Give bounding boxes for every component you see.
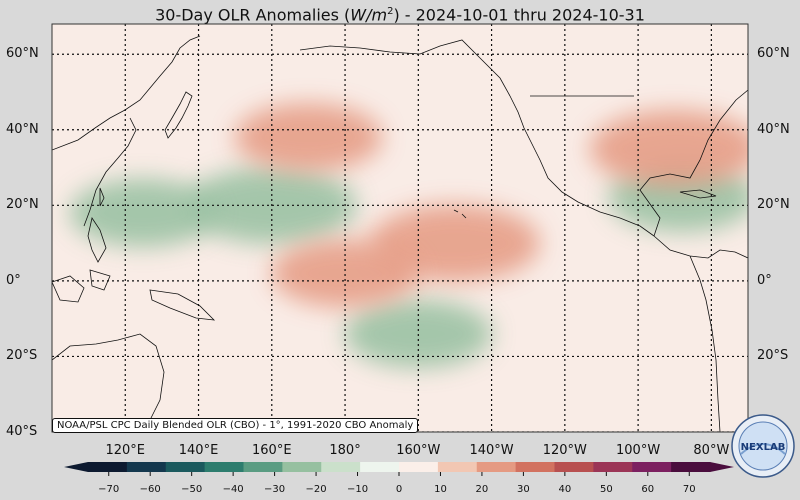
lon-label: 140°W	[469, 443, 514, 458]
lon-label: 120°W	[542, 443, 587, 458]
svg-text:NEXLAB: NEXLAB	[741, 442, 786, 453]
coastline-segment	[453, 209, 467, 219]
coastline-segment	[87, 187, 107, 263]
colorbar-tick-label: 0	[395, 484, 403, 495]
lon-label: 140°E	[178, 443, 219, 458]
title-suffix: ) - 2024-10-01 thru 2024-10-31	[393, 5, 645, 25]
lon-label: 100°W	[616, 443, 661, 458]
lat-label-right: 20°S	[757, 348, 789, 364]
colorbar-segment	[126, 462, 167, 472]
colorbar-tick-label: −10	[346, 484, 369, 495]
page-title: 30-Day OLR Anomalies (W/m2) - 2024-10-01…	[0, 0, 800, 24]
coastline-segment	[639, 89, 748, 237]
colorbar-segment	[632, 462, 672, 472]
coastline-segment	[52, 269, 111, 303]
colorbar-tick-label: 50	[599, 484, 613, 495]
lon-label: 120°E	[105, 443, 146, 458]
lon-label: 160°W	[396, 443, 441, 458]
anomaly-western-pacific	[69, 178, 218, 247]
colorbar-tick-label: 70	[682, 484, 696, 495]
colorbar-segment	[88, 462, 128, 472]
colorbar-tick-label: 20	[475, 484, 489, 495]
colorbar-segment	[321, 462, 361, 472]
lat-label-right: 40°N	[757, 121, 790, 137]
lon-label: 80°W	[693, 443, 730, 458]
title-prefix: 30-Day OLR Anomalies (	[155, 5, 351, 25]
colorbar-segment	[437, 462, 478, 472]
lat-label-left: 0°	[6, 272, 21, 288]
coastline-segment	[509, 95, 655, 237]
lat-label-left: 20°N	[6, 197, 39, 213]
lat-label-right: 20°N	[757, 197, 790, 213]
colorbar-segment	[671, 462, 711, 472]
colorbar-tick-label: −60	[139, 484, 161, 495]
colorbar	[64, 462, 734, 476]
title-unit-exponent: 2	[387, 6, 394, 17]
coastline-segment	[164, 91, 193, 139]
nexlab-logo: NEXLAB	[731, 414, 795, 478]
colorbar-tick-label: 60	[641, 484, 655, 495]
colorbar-tick-label: 10	[434, 484, 447, 495]
coastline-segment	[299, 39, 511, 97]
anomaly-north-pacific	[234, 103, 383, 172]
coastline-segment	[83, 117, 137, 227]
colorbar-tick-label: −20	[305, 484, 327, 495]
lat-label-left: 20°S	[6, 348, 38, 364]
colorbar-segment	[476, 462, 517, 472]
lat-label-right: 0°	[757, 272, 772, 288]
colorbar-segment	[360, 462, 400, 472]
title-unit: W/m	[350, 5, 388, 25]
coastline-segment	[149, 289, 216, 321]
colorbar-tick-label: 30	[517, 484, 530, 495]
colorbar-segment	[593, 462, 633, 472]
lat-label-right: 60°N	[757, 46, 790, 62]
colorbar-extend-high	[710, 462, 734, 472]
anomaly-equatorial-pacific	[271, 239, 420, 308]
coastline-segment	[653, 235, 748, 432]
lon-label: 180°	[329, 443, 361, 458]
lat-label-left: 60°N	[6, 46, 39, 62]
graticule	[52, 24, 748, 432]
colorbar-segment	[554, 462, 594, 472]
source-note: NOAA/PSL CPC Daily Blended OLR (CBO) - 1…	[52, 418, 419, 433]
colorbar-tick-label: −40	[222, 484, 244, 495]
lat-label-left: 40°N	[6, 121, 39, 137]
colorbar-segment	[399, 462, 439, 472]
colorbar-tick-label: −70	[98, 484, 120, 495]
colorbar-segment	[165, 462, 206, 472]
anomaly-southeastern-us	[589, 110, 748, 188]
anomaly-south-pacific-convergence-zone	[344, 299, 493, 368]
colorbar-extend-low	[64, 462, 88, 472]
colorbar-tick-label: −50	[181, 484, 203, 495]
colorbar-segment	[243, 462, 283, 472]
colorbar-segment	[282, 462, 322, 472]
coastline-segment	[52, 333, 165, 432]
lon-label: 160°E	[252, 443, 292, 458]
colorbar-tick-label: 40	[558, 484, 572, 495]
coastline-segment	[679, 189, 717, 199]
colorbar-segment	[204, 462, 244, 472]
lat-label-left: 40°S	[6, 424, 38, 439]
colorbar-segment	[515, 462, 555, 472]
colorbar-tick-label: −30	[264, 484, 286, 495]
